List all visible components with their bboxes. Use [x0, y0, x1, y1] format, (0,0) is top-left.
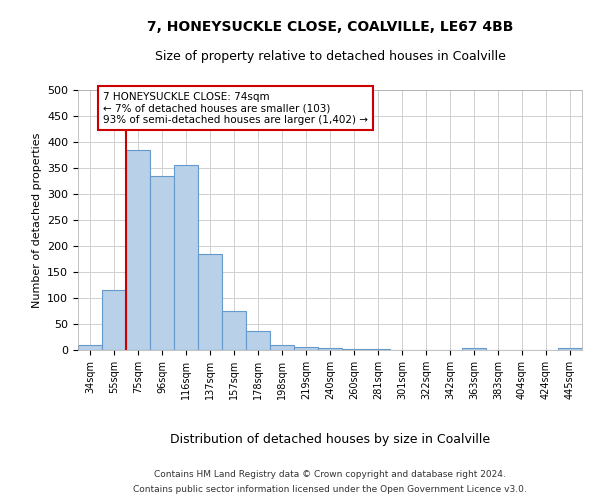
Text: Size of property relative to detached houses in Coalville: Size of property relative to detached ho… [155, 50, 505, 63]
Bar [318, 348, 342, 350]
Bar [174, 166, 198, 350]
Bar [558, 348, 582, 350]
Text: Contains HM Land Registry data © Crown copyright and database right 2024.: Contains HM Land Registry data © Crown c… [154, 470, 506, 479]
Bar [102, 290, 126, 350]
Bar [150, 176, 174, 350]
Bar [126, 150, 150, 350]
Text: Contains public sector information licensed under the Open Government Licence v3: Contains public sector information licen… [133, 485, 527, 494]
Text: Distribution of detached houses by size in Coalville: Distribution of detached houses by size … [170, 432, 490, 446]
Bar [246, 331, 270, 350]
Bar [222, 311, 246, 350]
Text: 7 HONEYSUCKLE CLOSE: 74sqm
← 7% of detached houses are smaller (103)
93% of semi: 7 HONEYSUCKLE CLOSE: 74sqm ← 7% of detac… [103, 92, 368, 125]
Bar [198, 254, 222, 350]
Bar [462, 348, 486, 350]
Bar [294, 347, 318, 350]
Bar [270, 345, 294, 350]
Y-axis label: Number of detached properties: Number of detached properties [32, 132, 41, 308]
Text: 7, HONEYSUCKLE CLOSE, COALVILLE, LE67 4BB: 7, HONEYSUCKLE CLOSE, COALVILLE, LE67 4B… [147, 20, 513, 34]
Bar [78, 345, 102, 350]
